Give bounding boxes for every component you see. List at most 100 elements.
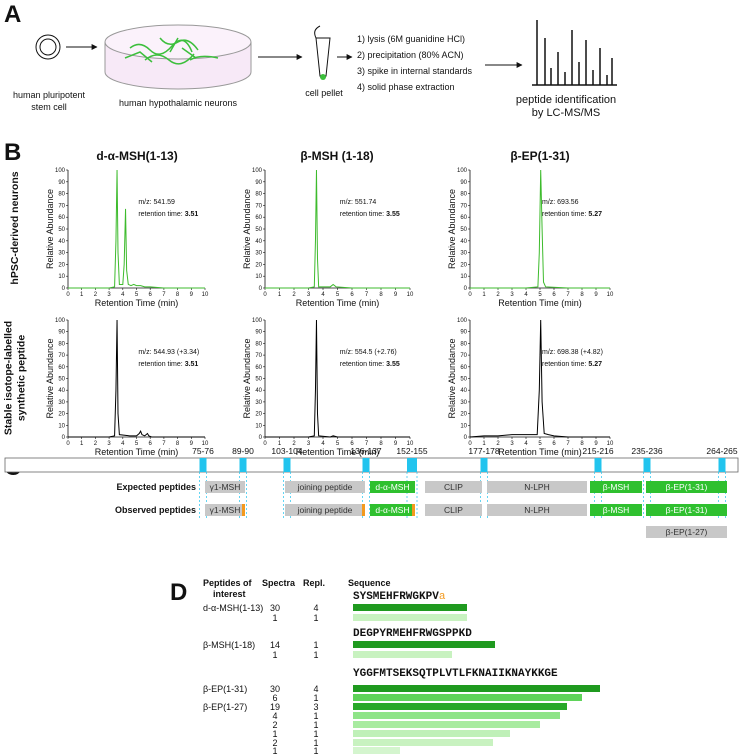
x-tick-label: 9 xyxy=(394,292,398,298)
x-tick-label: 0 xyxy=(468,292,472,298)
y-axis-label: Relative Abundance xyxy=(45,189,55,269)
replicates: 4 xyxy=(313,603,318,613)
label: human hypothalamic neurons xyxy=(119,98,238,108)
spectra: 6 xyxy=(272,693,277,703)
annotation: m/z: 541.59 xyxy=(138,199,175,206)
y-tick-label: 0 xyxy=(62,435,66,441)
y-tick-label: 70 xyxy=(58,203,65,209)
segment-label: β-MSH xyxy=(603,505,630,515)
site-label: 235-236 xyxy=(631,446,662,456)
coverage-bar xyxy=(353,730,510,737)
coverage-bar xyxy=(353,703,567,710)
y-axis-label: Relative Abundance xyxy=(242,338,252,418)
panel-letter: A xyxy=(4,1,21,28)
x-axis-label: Retention Time (min) xyxy=(296,447,380,457)
replicates: 4 xyxy=(313,684,318,694)
label: stem cell xyxy=(31,102,67,112)
annotation: retention time: 3.51 xyxy=(138,361,198,368)
trace xyxy=(265,319,410,438)
y-tick-label: 20 xyxy=(460,262,467,268)
y-tick-label: 90 xyxy=(255,180,262,186)
y-tick-label: 30 xyxy=(58,400,65,406)
peptide-segment xyxy=(205,504,245,516)
replicates: 1 xyxy=(313,613,318,623)
x-tick-label: 10 xyxy=(202,292,209,298)
replicates: 1 xyxy=(313,711,318,721)
y-tick-label: 30 xyxy=(255,400,262,406)
y-tick-label: 30 xyxy=(58,251,65,257)
annotation-label: retention time: xyxy=(340,361,384,368)
x-axis-label: Retention Time (min) xyxy=(498,447,582,457)
x-tick-label: 0 xyxy=(263,292,267,298)
cleavage-site xyxy=(643,458,651,472)
coverage-bar xyxy=(353,685,600,692)
x-tick-label: 10 xyxy=(407,292,414,298)
y-tick-label: 50 xyxy=(460,377,467,383)
y-axis-label: Relative Abundance xyxy=(447,338,457,418)
y-tick-label: 40 xyxy=(460,388,467,394)
y-tick-label: 60 xyxy=(460,215,467,221)
y-tick-label: 80 xyxy=(255,192,262,198)
spectra: 1 xyxy=(272,746,277,756)
y-tick-label: 100 xyxy=(252,168,263,174)
annotation: m/z: 544.93 (+3.34) xyxy=(138,349,199,356)
label: human pluripotent xyxy=(13,90,86,100)
x-tick-label: 9 xyxy=(190,292,194,298)
trace xyxy=(68,319,205,438)
peptide-segment xyxy=(487,481,587,493)
y-tick-label: 30 xyxy=(460,400,467,406)
step: 1) lysis (6M guanidine HCl) xyxy=(357,34,465,44)
panel-letter: D xyxy=(170,579,187,606)
spectra: 1 xyxy=(272,613,277,623)
peptide-segment xyxy=(487,504,587,516)
coverage-bar xyxy=(353,747,400,754)
trace xyxy=(265,169,410,289)
site-label: 152-155 xyxy=(396,446,427,456)
y-tick-label: 90 xyxy=(58,180,65,186)
peptide-segment xyxy=(370,481,415,493)
x-tick-label: 3 xyxy=(307,292,311,298)
step: 4) solid phase extraction xyxy=(357,82,455,92)
y-tick-label: 30 xyxy=(255,251,262,257)
x-tick-label: 3 xyxy=(510,292,514,298)
x-tick-label: 1 xyxy=(482,292,486,298)
y-tick-label: 70 xyxy=(58,353,65,359)
cleavage-end xyxy=(362,504,365,516)
y-tick-label: 70 xyxy=(460,353,467,359)
cleavage-site xyxy=(199,458,207,472)
y-tick-label: 50 xyxy=(255,377,262,383)
segment-label: N-LPH xyxy=(524,482,550,492)
x-tick-label: 7 xyxy=(162,292,166,298)
trace xyxy=(469,319,610,438)
step: 3) spike in internal standards xyxy=(357,66,473,76)
y-axis-label: Relative Abundance xyxy=(45,338,55,418)
peptide-segment xyxy=(285,481,365,493)
y-tick-label: 100 xyxy=(457,168,468,174)
y-tick-label: 100 xyxy=(55,318,66,324)
cleavage-end xyxy=(242,504,245,516)
annotation: m/z: 698.38 (+4.82) xyxy=(542,349,603,356)
x-tick-label: 7 xyxy=(162,441,166,447)
y-axis-label: Relative Abundance xyxy=(447,189,457,269)
x-tick-label: 1 xyxy=(80,441,84,447)
segment-label: CLIP xyxy=(444,482,463,492)
segment-label: β-MSH xyxy=(603,482,630,492)
y-tick-label: 30 xyxy=(460,251,467,257)
peptide-segment xyxy=(590,481,642,493)
x-tick-label: 4 xyxy=(121,441,125,447)
y-tick-label: 80 xyxy=(58,192,65,198)
segment-label: joining peptide xyxy=(297,482,353,492)
x-tick-label: 0 xyxy=(66,292,70,298)
coverage-bar xyxy=(353,604,467,611)
replicates: 1 xyxy=(313,729,318,739)
annotation: retention time: 3.51 xyxy=(138,211,198,218)
chart-title: d-α-MSH(1-13) xyxy=(96,149,177,163)
y-tick-label: 80 xyxy=(58,341,65,347)
x-tick-label: 6 xyxy=(350,441,354,447)
x-tick-label: 5 xyxy=(538,441,542,447)
replicates: 1 xyxy=(313,650,318,660)
x-tick-label: 7 xyxy=(365,441,369,447)
x-tick-label: 8 xyxy=(176,441,180,447)
y-tick-label: 40 xyxy=(255,239,262,245)
y-tick-label: 40 xyxy=(58,388,65,394)
